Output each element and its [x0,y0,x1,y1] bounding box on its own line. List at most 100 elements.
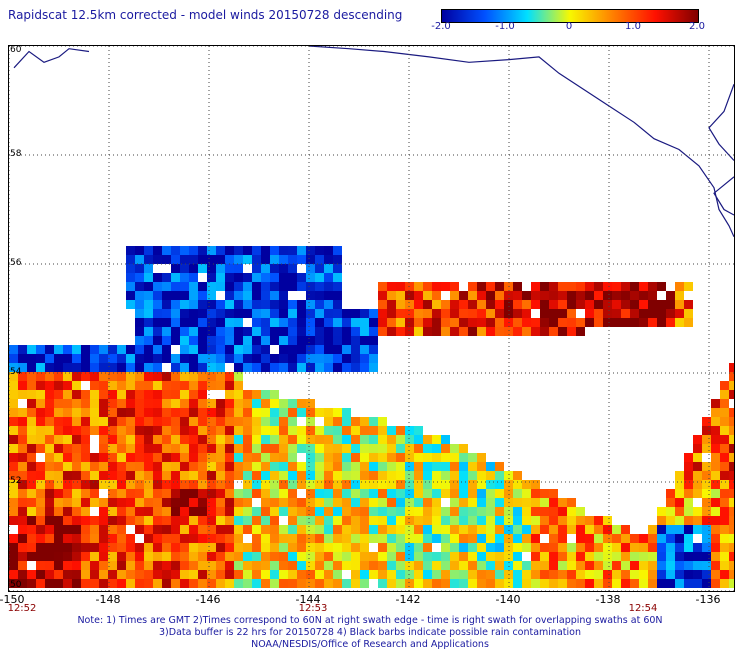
wind-cell [396,426,405,435]
wind-cell [603,309,612,318]
wind-cell [162,309,171,318]
wind-cell [594,543,603,552]
wind-cell [576,516,585,525]
wind-cell [171,318,180,327]
wind-cell [81,390,90,399]
wind-cell [693,480,702,489]
wind-cell [18,543,27,552]
wind-cell [216,435,225,444]
wind-cell [315,273,324,282]
wind-cell [198,543,207,552]
wind-cell [126,417,135,426]
coastline-segment [713,176,734,216]
wind-cell [693,561,702,570]
wind-cell [234,300,243,309]
wind-cell [207,255,216,264]
wind-cell [360,363,369,372]
wind-cell [135,372,144,381]
wind-cell [621,534,630,543]
wind-cell [288,498,297,507]
wind-cell [189,318,198,327]
wind-cell [243,390,252,399]
wind-cell [468,507,477,516]
wind-cell [153,561,162,570]
wind-cell [387,534,396,543]
wind-cell [270,408,279,417]
wind-cell [171,408,180,417]
wind-cell [459,570,468,579]
wind-cell [63,426,72,435]
wind-cell [441,552,450,561]
wind-cell [468,570,477,579]
wind-cell [612,534,621,543]
wind-cell [243,354,252,363]
wind-cell [63,444,72,453]
wind-cell [351,525,360,534]
wind-cell [18,480,27,489]
wind-cell [378,525,387,534]
wind-cell [126,561,135,570]
wind-cell [342,453,351,462]
wind-cell [63,516,72,525]
wind-cell [468,489,477,498]
wind-cell [144,543,153,552]
wind-cell [405,327,414,336]
wind-cell [666,525,675,534]
wind-cell [324,300,333,309]
wind-cell [567,318,576,327]
wind-cell [387,444,396,453]
wind-cell [342,552,351,561]
wind-cell [225,390,234,399]
wind-cell [666,534,675,543]
wind-cell [126,435,135,444]
wind-cell [324,525,333,534]
wind-cell [603,579,612,588]
wind-cell [99,543,108,552]
wind-cell [207,327,216,336]
wind-cell [54,561,63,570]
wind-cell [342,345,351,354]
wind-cell [81,507,90,516]
wind-cell [117,390,126,399]
wind-cell [252,525,261,534]
wind-cell [612,282,621,291]
wind-cell [387,462,396,471]
wind-cell [306,543,315,552]
wind-cell [189,498,198,507]
wind-cell [702,489,711,498]
wind-cell [621,282,630,291]
wind-cell [189,462,198,471]
wind-cell [63,579,72,588]
wind-cell [225,426,234,435]
wind-cell [342,363,351,372]
wind-cell [540,498,549,507]
wind-cell [288,534,297,543]
wind-cell [549,543,558,552]
wind-cell [252,552,261,561]
wind-cell [243,570,252,579]
wind-cell [378,435,387,444]
wind-cell [576,579,585,588]
wind-cell [279,552,288,561]
wind-cell [315,363,324,372]
wind-cell [297,516,306,525]
wind-cell [495,480,504,489]
wind-cell [477,453,486,462]
wind-cell [720,561,729,570]
wind-cell [207,309,216,318]
wind-cell [549,498,558,507]
wind-cell [567,327,576,336]
wind-cell [459,561,468,570]
wind-cell [522,489,531,498]
wind-cell [270,444,279,453]
wind-cell [225,489,234,498]
wind-cell [477,489,486,498]
wind-cell [162,435,171,444]
wind-cell [171,399,180,408]
wind-cell [288,426,297,435]
wind-cell [261,561,270,570]
wind-cell [180,381,189,390]
wind-cell [45,363,54,372]
wind-cell [558,327,567,336]
wind-cell [522,480,531,489]
